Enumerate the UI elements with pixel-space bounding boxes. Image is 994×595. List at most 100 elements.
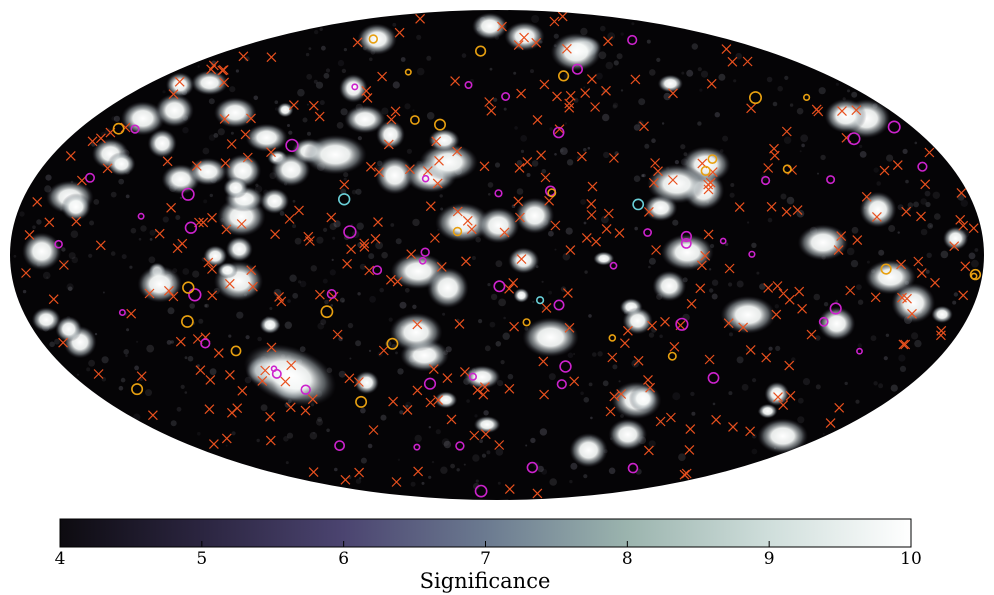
- noise-speck: [783, 136, 792, 144]
- noise-speck: [170, 420, 177, 427]
- noise-speck: [89, 220, 95, 226]
- circle-marker: [680, 237, 692, 249]
- noise-speck: [260, 404, 268, 412]
- cross-marker: [763, 282, 774, 293]
- noise-speck: [49, 341, 55, 348]
- significance-blob: [55, 316, 82, 342]
- cross-marker: [531, 37, 542, 48]
- noise-speck: [209, 193, 213, 198]
- noise-speck: [661, 122, 665, 125]
- noise-speck: [136, 340, 139, 343]
- noise-speck: [927, 223, 934, 229]
- cross-marker: [564, 322, 575, 333]
- noise-speck: [602, 380, 609, 387]
- significance-blob: [137, 265, 182, 303]
- noise-speck: [319, 100, 325, 106]
- cross-marker: [773, 392, 783, 403]
- cross-marker: [516, 254, 527, 265]
- noise-speck: [633, 124, 641, 131]
- noise-speck: [553, 33, 559, 39]
- noise-speck: [442, 312, 446, 316]
- significance-blob: [628, 385, 658, 412]
- cross-marker: [622, 325, 633, 336]
- noise-speck: [566, 159, 574, 166]
- significance-blob: [931, 305, 953, 324]
- noise-speck: [316, 418, 323, 426]
- noise-speck: [729, 332, 733, 337]
- noise-speck: [343, 48, 347, 52]
- noise-speck: [307, 131, 311, 136]
- circle-marker: [707, 154, 718, 164]
- significance-blob: [147, 129, 177, 158]
- noise-speck: [329, 269, 336, 276]
- cross-marker: [425, 201, 436, 212]
- cross-marker: [378, 345, 389, 356]
- noise-speck: [149, 229, 156, 236]
- noise-speck: [859, 144, 863, 148]
- noise-speck: [813, 293, 821, 301]
- noise-speck: [166, 340, 172, 345]
- cross-marker: [246, 113, 256, 124]
- cross-marker: [286, 360, 297, 371]
- significance-blob: [354, 371, 380, 395]
- noise-speck: [583, 474, 588, 479]
- cross-marker: [778, 400, 789, 411]
- noise-speck: [317, 416, 323, 422]
- cross-marker: [522, 156, 533, 167]
- circle-marker: [421, 174, 430, 183]
- cross-marker: [609, 391, 620, 402]
- noise-speck: [487, 283, 491, 287]
- noise-speck: [88, 253, 93, 258]
- noise-speck: [638, 98, 646, 106]
- cross-marker: [825, 418, 836, 429]
- noise-speck: [767, 217, 773, 223]
- noise-speck: [86, 367, 91, 372]
- cross-marker: [174, 76, 185, 87]
- noise-speck: [631, 22, 635, 26]
- circle-marker: [643, 228, 652, 237]
- cross-marker: [565, 90, 576, 101]
- noise-speck: [789, 103, 794, 107]
- noise-speck: [472, 454, 480, 462]
- noise-speck: [541, 306, 546, 310]
- noise-speck: [741, 383, 749, 391]
- cross-marker: [549, 16, 560, 27]
- cross-marker: [845, 285, 856, 296]
- cross-marker: [643, 445, 654, 456]
- noise-speck: [471, 256, 476, 260]
- noise-speck: [500, 360, 505, 365]
- cross-marker: [763, 163, 774, 173]
- cross-marker: [450, 76, 461, 87]
- noise-speck: [878, 383, 884, 389]
- noise-speck: [412, 304, 417, 309]
- noise-speck: [516, 188, 524, 195]
- noise-speck: [822, 433, 825, 435]
- significance-blob: [608, 418, 648, 451]
- cross-marker: [95, 133, 106, 144]
- noise-speck: [925, 269, 930, 274]
- significance-blob: [942, 226, 969, 251]
- noise-speck: [656, 57, 661, 63]
- cross-marker: [896, 259, 907, 270]
- circle-marker: [182, 281, 195, 294]
- cross-marker: [562, 288, 573, 299]
- noise-speck: [412, 218, 420, 227]
- circle-marker: [970, 272, 978, 280]
- cross-marker: [742, 56, 753, 67]
- noise-speck: [924, 190, 931, 197]
- noise-speck: [914, 339, 922, 348]
- circle-marker: [137, 212, 145, 220]
- cross-marker: [655, 416, 666, 427]
- noise-speck: [497, 481, 501, 485]
- cross-marker: [354, 467, 365, 478]
- significance-blob: [214, 97, 257, 128]
- cross-marker: [630, 74, 641, 85]
- significance-blob: [824, 98, 867, 133]
- noise-speck: [613, 60, 619, 66]
- noise-speck: [618, 380, 621, 383]
- noise-speck: [495, 448, 504, 456]
- noise-speck: [209, 368, 217, 376]
- cross-marker: [205, 374, 216, 385]
- cross-marker: [217, 65, 228, 76]
- noise-speck: [416, 67, 425, 76]
